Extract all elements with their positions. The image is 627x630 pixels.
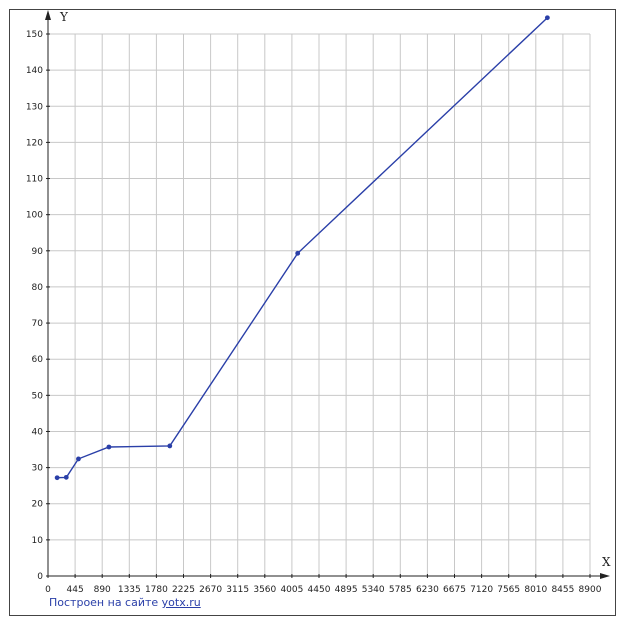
y-tick-label: 70 xyxy=(32,319,44,329)
y-tick-label: 100 xyxy=(26,211,43,221)
x-tick-label: 7565 xyxy=(497,585,520,595)
x-tick-label: 4005 xyxy=(280,585,303,595)
axes xyxy=(45,10,610,579)
x-tick-label: 5340 xyxy=(362,585,385,595)
y-tick-label: 10 xyxy=(32,536,44,546)
x-tick-label: 1335 xyxy=(118,585,141,595)
y-tick-label: 80 xyxy=(32,283,44,293)
y-tick-label: 50 xyxy=(32,391,44,401)
x-tick-label: 3560 xyxy=(253,585,276,595)
x-tick-label: 1780 xyxy=(145,585,168,595)
credit-link[interactable]: yotx.ru xyxy=(161,596,201,609)
y-tick-label: 20 xyxy=(32,500,44,510)
y-tick-label: 90 xyxy=(32,247,44,257)
x-tick-label: 4450 xyxy=(308,585,331,595)
tick-labels: 0 445 890 1335 1780 2225 2670 3115 3560 4005 4450 4… xyxy=(26,30,602,595)
data-point xyxy=(63,474,69,480)
x-tick-label: 8455 xyxy=(551,585,574,595)
x-tick-label: 6675 xyxy=(443,585,466,595)
y-tick-label: 60 xyxy=(32,355,44,365)
y-axis-label: Y xyxy=(59,10,69,24)
x-tick-label: 8010 xyxy=(524,585,547,595)
data-point xyxy=(76,456,81,462)
data-point xyxy=(106,444,112,450)
grid xyxy=(47,33,591,577)
x-axis-label: X xyxy=(602,555,611,569)
y-axis-arrow xyxy=(45,10,51,20)
x-tick-label: 3115 xyxy=(226,585,249,595)
x-tick-label: 890 xyxy=(94,585,111,595)
credit-line: Построен на сайте yotx.ru xyxy=(49,596,201,609)
series-line xyxy=(57,17,548,479)
x-tick-label: 6230 xyxy=(416,585,439,595)
series-layer xyxy=(54,15,550,481)
credit-text: Построен на сайте xyxy=(49,596,162,609)
y-tick-label: 140 xyxy=(26,66,43,76)
data-point xyxy=(295,250,301,256)
y-tick-label: 0 xyxy=(37,572,43,582)
x-tick-label: 2670 xyxy=(199,585,222,595)
y-tick-label: 110 xyxy=(26,175,43,185)
x-tick-label: 8900 xyxy=(579,585,602,595)
x-tick-label: 445 xyxy=(67,585,84,595)
x-tick-label: 0 xyxy=(45,585,51,595)
chart-frame xyxy=(9,9,616,616)
x-tick-label: 7120 xyxy=(470,585,493,595)
y-tick-label: 40 xyxy=(32,427,44,437)
y-tick-label: 30 xyxy=(32,464,44,474)
x-tick-label: 4895 xyxy=(335,585,358,595)
y-tick-label: 130 xyxy=(26,102,43,112)
y-tick-label: 150 xyxy=(26,30,43,40)
data-point xyxy=(54,475,60,481)
data-point xyxy=(544,15,550,21)
x-tick-label: 5785 xyxy=(389,585,412,595)
data-point xyxy=(167,443,173,449)
x-axis-arrow xyxy=(600,573,610,579)
y-tick-label: 120 xyxy=(26,138,43,148)
x-tick-label: 2225 xyxy=(172,585,195,595)
